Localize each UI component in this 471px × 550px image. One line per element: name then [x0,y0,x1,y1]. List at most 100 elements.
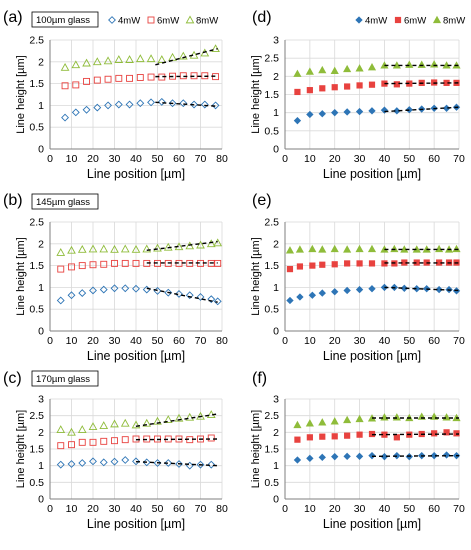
x-tick-label: 20 [329,153,341,165]
data-point [82,58,91,67]
series-8mW [60,44,220,71]
data-point [200,100,209,109]
data-point [89,286,97,295]
y-tick-label: 2 [38,238,44,250]
series-6mW [286,259,460,273]
x-tick-label: 30 [354,153,366,165]
data-point [344,432,351,439]
data-point [72,81,80,89]
panel-c: (c) 0 10 20 30 40 50 60 70 80 0 0.5 1 1.5 2 2.5 3 Line po… [3,370,228,531]
series-4mW [61,97,220,122]
data-point [355,64,364,72]
x-tick-label: 10 [304,503,316,515]
legend-marker [147,16,155,24]
data-point [331,453,339,461]
x-tick-label: 10 [304,335,316,347]
x-tick-label: 30 [354,335,366,347]
y-axis-label: Line height [µm] [250,237,262,316]
data-point [368,260,376,267]
plot-area [285,222,459,331]
data-point [305,419,314,427]
panel-f: (f) 0 10 20 30 40 50 60 70 0 0.5 1 1.5 2 2.5 3 Line posi… [250,370,465,531]
data-point [214,259,222,267]
data-point [286,265,294,273]
fit-line [371,433,460,436]
data-point [175,290,183,298]
data-point [393,434,400,441]
legend-marker [108,16,116,24]
data-point [136,99,145,108]
fit-line [371,454,460,458]
data-point [56,296,65,305]
x-tick-label: 70 [453,335,465,347]
fit-line [155,48,218,66]
y-tick-label: 0 [273,326,279,338]
y-tick-label: 3 [38,394,44,406]
data-point [343,415,352,424]
data-point [114,55,124,63]
legend-label: 6mW [157,16,179,27]
y-axis-label: Line height [µm] [15,55,27,134]
data-point [319,85,326,92]
data-point [452,244,461,253]
panel-a: (a) 0 10 20 30 40 50 60 70 80 0 0.5 1 1.5 2 2.5 Line pos… [3,9,228,181]
data-point [331,261,338,268]
y-axis-label: Line height [µm] [15,237,27,316]
data-point [293,456,302,464]
y-tick-label: 0.5 [29,304,44,316]
data-point [367,63,377,71]
data-point [185,291,194,300]
panel-label: (d) [252,9,272,26]
data-point [356,260,363,267]
legend-marker [185,15,195,24]
data-point [164,288,173,297]
data-point [157,97,166,106]
data-point [443,429,450,436]
data-point [61,113,69,122]
glass-annotation: 170µm glass [36,374,90,385]
series-8mW [56,238,223,256]
data-point [331,288,339,296]
x-tick-label: 10 [66,335,78,347]
glass-annotation-box [31,370,99,387]
data-point [77,244,87,253]
glass-annotation: 145µm glass [36,197,90,208]
fit-line [146,240,218,252]
data-point [413,285,421,293]
data-point [67,460,76,468]
data-point [355,285,364,294]
data-point [308,291,317,299]
panel-label: (a) [3,9,23,26]
data-point [125,100,134,109]
y-tick-label: 2.5 [29,217,44,229]
data-point [343,245,352,253]
data-point [132,284,140,293]
data-point [114,100,123,109]
data-point [430,452,438,460]
x-tick-label: 30 [109,335,121,347]
data-point [110,457,119,466]
data-point [56,247,66,256]
data-point [78,262,86,270]
x-tick-label: 60 [428,335,440,347]
data-point [71,60,81,69]
panel-label: (c) [3,370,22,387]
data-point [147,73,155,81]
y-tick-label: 1 [273,107,279,119]
data-point [77,425,87,433]
x-tick-label: 20 [87,335,99,347]
data-point [93,103,102,112]
data-point [178,51,188,60]
data-point [319,433,326,440]
data-point [294,436,301,443]
data-point [355,414,364,423]
y-tick-label: 1.5 [29,444,44,456]
data-point [99,244,109,253]
x-tick-label: 70 [453,503,465,515]
panel-d: (d) 0 10 20 30 40 50 60 70 0 0.5 1 1.5 2 2.5 3 Line posi… [250,9,465,181]
data-point [111,259,118,267]
data-point [99,458,108,467]
y-tick-label: 0 [38,494,44,506]
data-point [132,457,140,466]
